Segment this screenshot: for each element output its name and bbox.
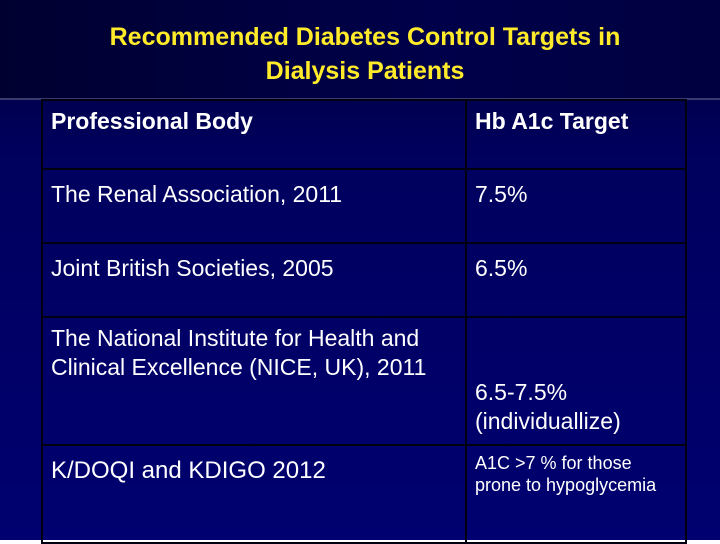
table-row: The National Institute for Health and Cl… <box>41 316 687 446</box>
body-cell: 6.5% <box>465 242 687 318</box>
header-cell: Professional Body <box>41 99 467 170</box>
body-cell: A1C >7 % for those prone to hypoglycemia <box>465 444 687 544</box>
body-cell: 6.5-7.5% (individuallize) <box>465 316 687 446</box>
targets-table: Professional Body Hb A1c Target The Rena… <box>41 99 687 544</box>
title-bar <box>0 0 720 100</box>
slide-title: Recommended Diabetes Control Targets in … <box>109 23 621 85</box>
body-cell: Joint British Societies, 2005 <box>41 242 467 318</box>
header-cell: Hb A1c Target <box>465 99 687 170</box>
body-cell: K/DOQI and KDIGO 2012 <box>41 444 467 544</box>
table-row: K/DOQI and KDIGO 2012 A1C >7 % for those… <box>41 444 687 544</box>
body-cell: The Renal Association, 2011 <box>41 168 467 244</box>
table-row: Joint British Societies, 2005 6.5% <box>41 242 687 318</box>
table-header: Professional Body Hb A1c Target <box>41 99 687 170</box>
table-row: The Renal Association, 2011 7.5% <box>41 168 687 244</box>
body-cell: The National Institute for Health and Cl… <box>41 316 467 446</box>
body-cell: 7.5% <box>465 168 687 244</box>
